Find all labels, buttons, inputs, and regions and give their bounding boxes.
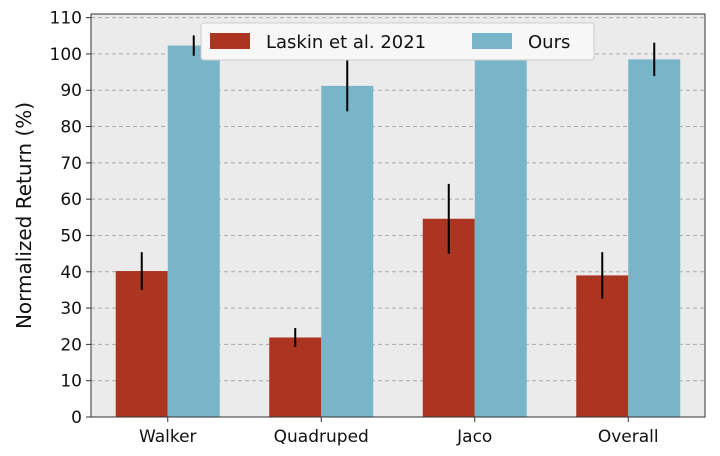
legend-box xyxy=(200,22,595,61)
y-tick-label-110: 110 xyxy=(50,9,82,29)
y-tick-label-50: 50 xyxy=(60,226,82,246)
bar-ours-jaco xyxy=(474,47,527,418)
y-tick-label-80: 80 xyxy=(60,118,82,138)
bars xyxy=(115,45,681,418)
bar-ours-quadruped xyxy=(321,85,374,418)
y-axis-ticks: 0 10 20 30 40 50 60 70 80 90 100 110 xyxy=(50,9,91,428)
x-tick-label-jaco: Jaco xyxy=(456,427,492,447)
y-tick-label-70: 70 xyxy=(60,154,82,174)
legend-swatch-ours xyxy=(472,33,512,49)
y-tick-label-100: 100 xyxy=(50,45,82,65)
legend-label-ours: Ours xyxy=(528,32,570,53)
bar-ours-walker xyxy=(167,45,220,417)
y-tick-label-0: 0 xyxy=(71,408,82,428)
y-axis-label: Normalized Return (%) xyxy=(12,102,36,329)
bar-laskin-et-al-2021-overall xyxy=(576,275,629,417)
y-tick-label-60: 60 xyxy=(60,190,82,210)
y-tick-label-90: 90 xyxy=(60,81,82,101)
legend-label-laskin: Laskin et al. 2021 xyxy=(266,32,426,53)
x-tick-label-walker: Walker xyxy=(139,427,197,447)
x-tick-label-quadruped: Quadruped xyxy=(274,427,369,447)
legend-swatch-laskin xyxy=(210,33,250,49)
bar-laskin-et-al-2021-quadruped xyxy=(269,337,322,417)
bar-ours-overall xyxy=(628,59,681,418)
bar-laskin-et-al-2021-walker xyxy=(115,271,168,417)
y-tick-label-30: 30 xyxy=(60,299,82,319)
legend: Laskin et al. 2021 Ours xyxy=(200,22,595,61)
y-tick-label-20: 20 xyxy=(60,335,82,355)
x-tick-label-overall: Overall xyxy=(598,427,659,447)
y-tick-label-10: 10 xyxy=(60,372,82,392)
plot-frame xyxy=(90,13,706,418)
y-tick-label-40: 40 xyxy=(60,263,82,283)
x-axis-ticks: Walker Quadruped Jaco Overall xyxy=(139,417,659,447)
